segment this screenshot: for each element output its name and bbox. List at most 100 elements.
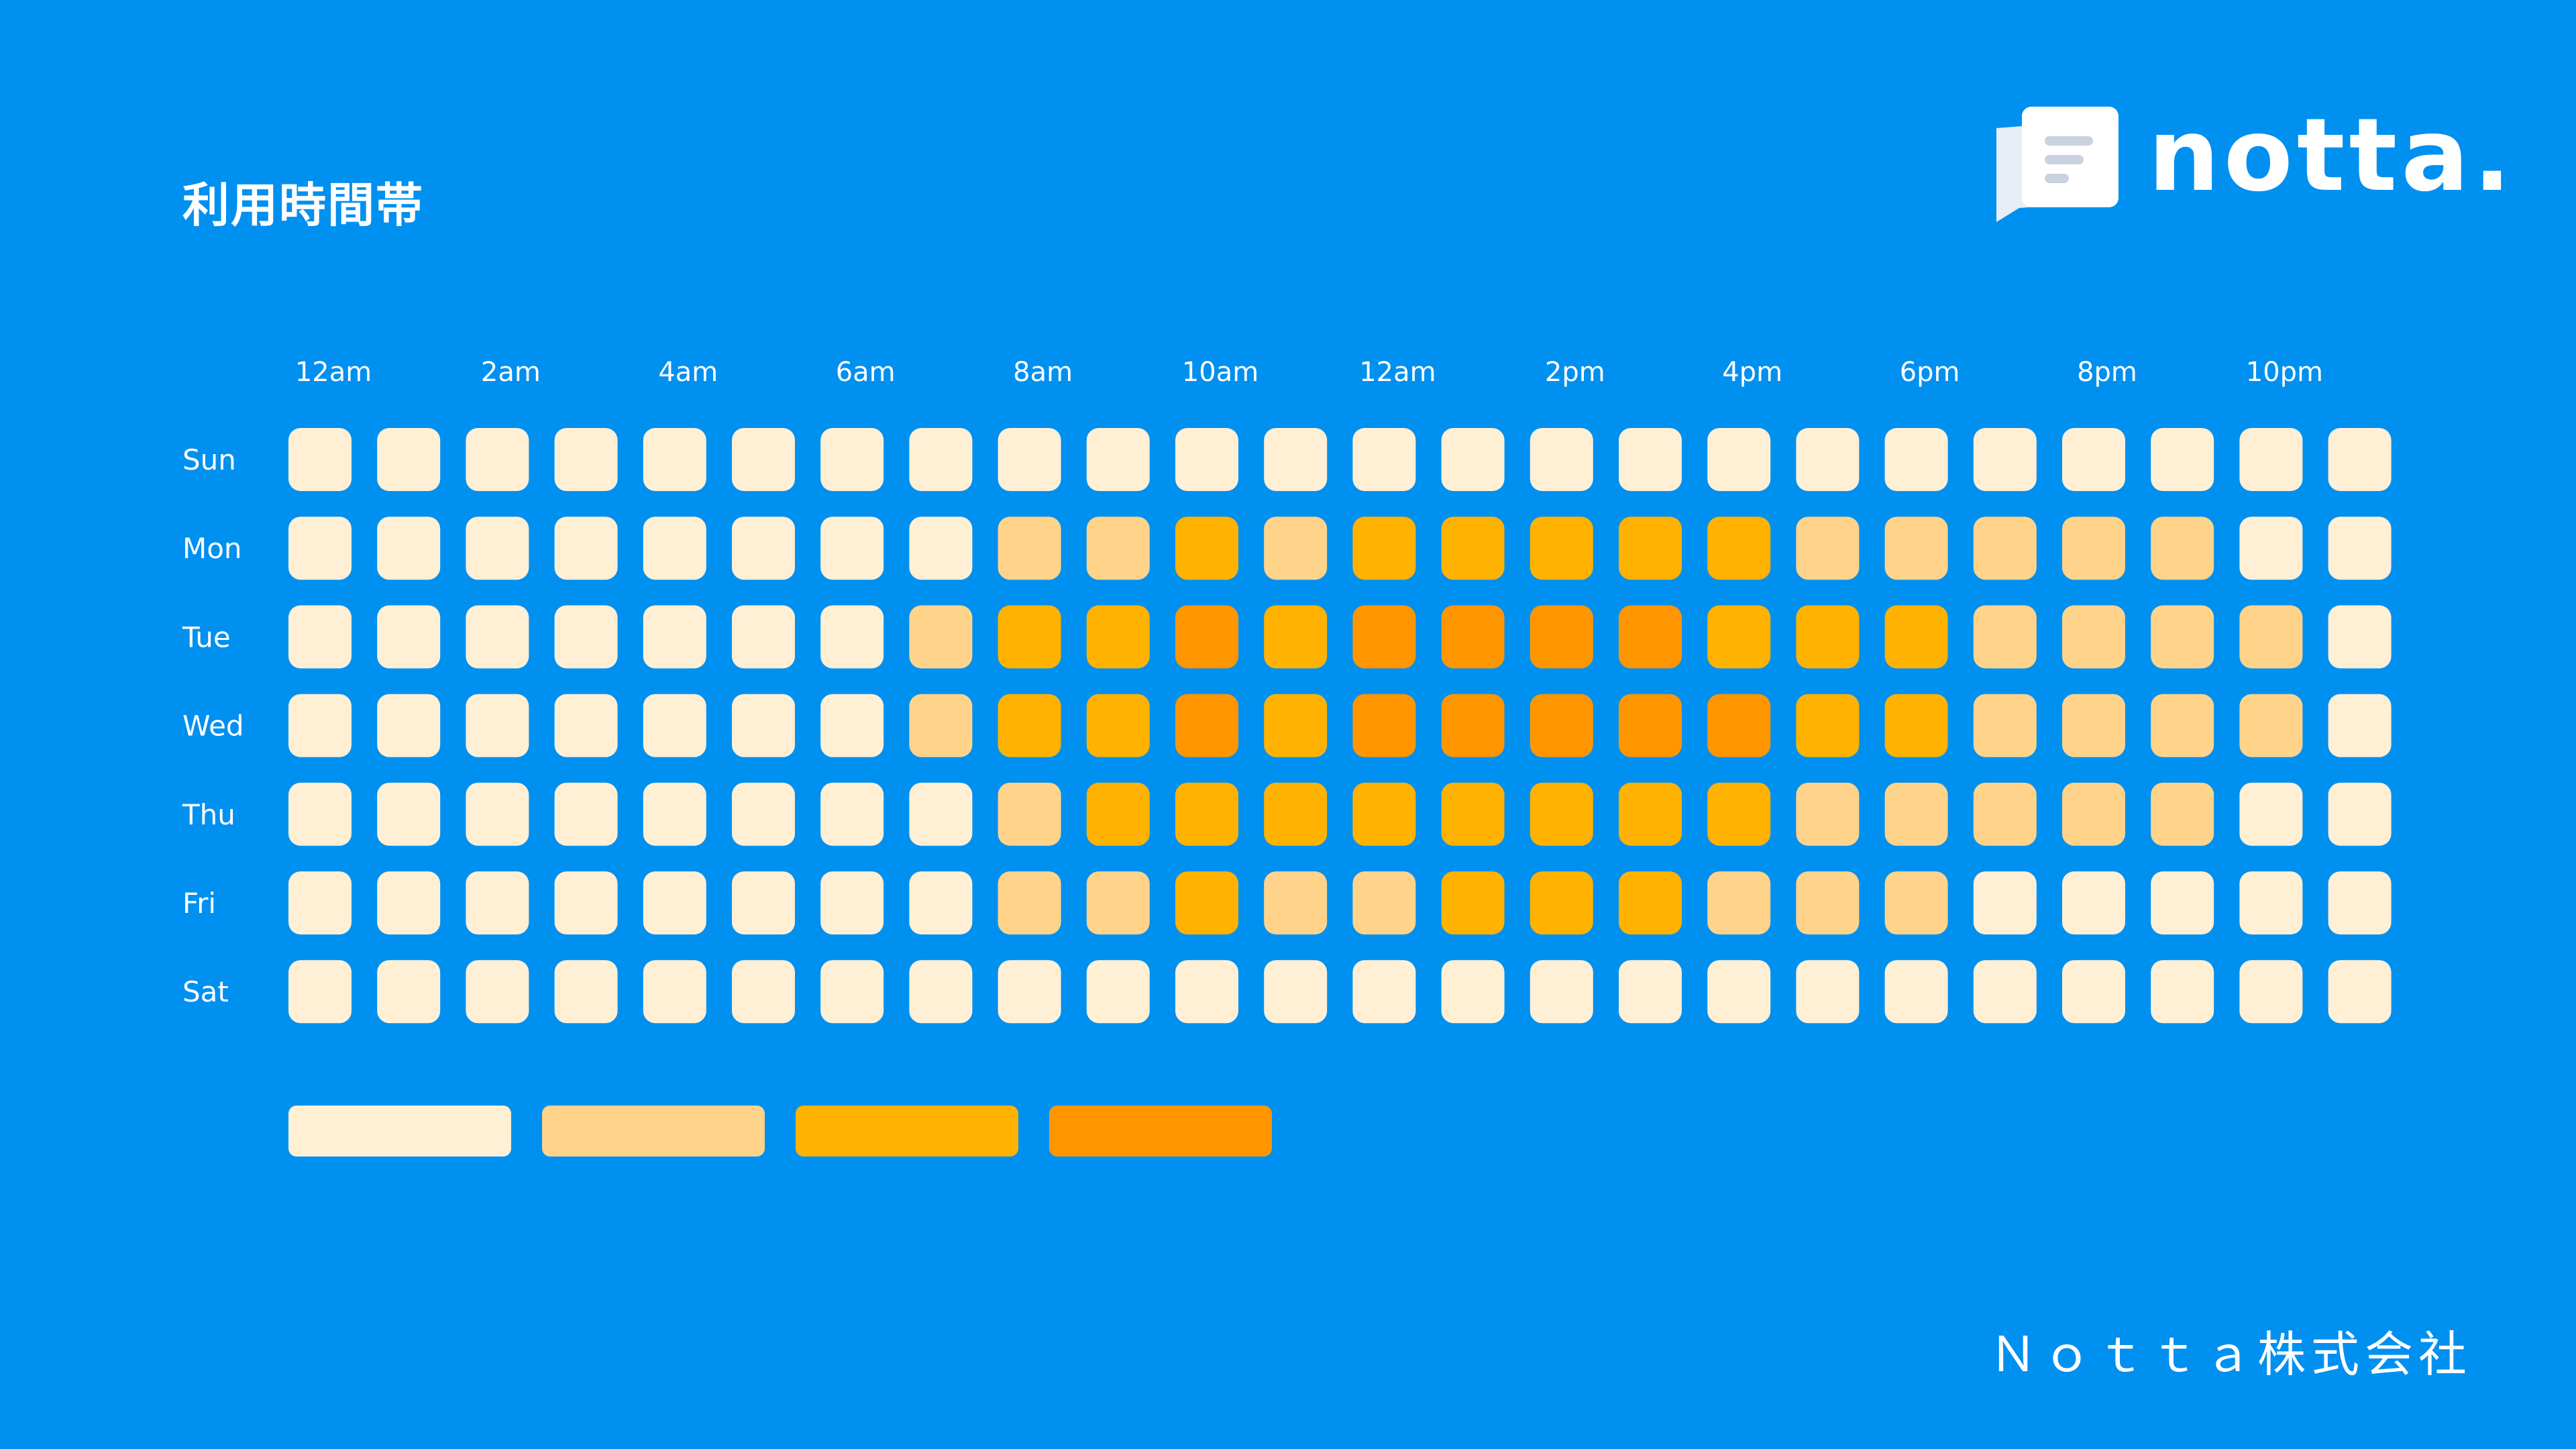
heatmap-cell	[2239, 517, 2303, 580]
heatmap-cell	[2239, 428, 2303, 491]
heatmap-cell	[998, 782, 1061, 846]
heatmap-cell	[732, 694, 795, 757]
heatmap-cell	[2239, 605, 2303, 669]
x-tick-label: 10am	[1182, 357, 1258, 388]
heatmap-cell	[643, 960, 706, 1024]
heatmap-cell	[377, 782, 441, 846]
heatmap-cell	[2328, 428, 2392, 491]
heatmap-cell	[1264, 428, 1328, 491]
day-label: Fri	[182, 887, 216, 920]
heatmap-cell	[466, 517, 529, 580]
heatmap-cell	[1796, 871, 1860, 934]
heatmap-cell	[732, 782, 795, 846]
heatmap-cell	[1973, 694, 2037, 757]
heatmap-cell	[377, 871, 441, 934]
heatmap-cell	[998, 605, 1061, 669]
heatmap-cell	[643, 605, 706, 669]
heatmap-cell	[643, 782, 706, 846]
x-tick-label: 2am	[481, 357, 541, 388]
heatmap-cell	[377, 960, 441, 1024]
heatmap-cell	[1086, 782, 1150, 846]
heatmap-cell	[2151, 960, 2214, 1024]
x-tick-label: 8am	[1013, 357, 1073, 388]
heatmap-cell	[998, 871, 1061, 934]
heatmap-cell	[1264, 605, 1328, 669]
heatmap-cell	[2151, 694, 2214, 757]
day-label: Thu	[182, 798, 235, 831]
heatmap-cell	[288, 517, 352, 580]
heatmap-cell	[1352, 960, 1416, 1024]
heatmap-cell	[2151, 428, 2214, 491]
heatmap-cell	[1884, 871, 1948, 934]
heatmap-cell	[643, 871, 706, 934]
heatmap-cell	[820, 428, 884, 491]
day-label: Mon	[182, 532, 242, 565]
x-tick-label: 8pm	[2077, 357, 2137, 388]
heatmap-cell	[643, 694, 706, 757]
x-tick-label: 2pm	[1545, 357, 1605, 388]
x-tick-label: 12am	[295, 357, 372, 388]
heatmap-cell	[1529, 517, 1593, 580]
heatmap-cell	[909, 960, 973, 1024]
heatmap-cell	[1707, 694, 1771, 757]
heatmap-cell	[1796, 517, 1860, 580]
heatmap-cell	[466, 782, 529, 846]
heatmap-cell	[1264, 694, 1328, 757]
heatmap-cell	[1264, 871, 1328, 934]
x-tick-label: 12am	[1359, 357, 1436, 388]
heatmap-cell	[732, 428, 795, 491]
heatmap-cell	[909, 871, 973, 934]
heatmap-cell	[820, 517, 884, 580]
heatmap-cell	[2151, 517, 2214, 580]
heatmap-cell	[2151, 605, 2214, 669]
heatmap-cell	[909, 605, 973, 669]
heatmap-cell	[998, 428, 1061, 491]
heatmap-cell	[909, 782, 973, 846]
heatmap-cell	[1352, 694, 1416, 757]
day-label: Wed	[182, 710, 244, 743]
heatmap-cell	[466, 605, 529, 669]
heatmap-cell	[2239, 871, 2303, 934]
heatmap-cell	[1175, 782, 1238, 846]
heatmap-cell	[1086, 960, 1150, 1024]
heatmap-cell	[2062, 960, 2125, 1024]
heatmap-cell	[820, 605, 884, 669]
heatmap-cell	[1619, 960, 1682, 1024]
heatmap-cell	[1529, 960, 1593, 1024]
heatmap-cell	[1796, 428, 1860, 491]
heatmap-cell	[2239, 782, 2303, 846]
heatmap-cell	[820, 960, 884, 1024]
heatmap-cell	[554, 694, 618, 757]
heatmap-cell	[1707, 517, 1771, 580]
heatmap-cell	[1973, 517, 2037, 580]
heatmap-cell	[643, 428, 706, 491]
heatmap-cell	[1441, 694, 1505, 757]
heatmap-cell	[2328, 871, 2392, 934]
heatmap-cell	[1175, 517, 1238, 580]
heatmap-cell	[1884, 694, 1948, 757]
heatmap-cell	[1441, 428, 1505, 491]
heatmap-cell	[1529, 605, 1593, 669]
heatmap-cell	[820, 694, 884, 757]
heatmap-cell	[732, 605, 795, 669]
x-tick-label: 6am	[836, 357, 896, 388]
legend-swatch	[542, 1106, 765, 1157]
heatmap-cell	[1352, 605, 1416, 669]
heatmap-cell	[1884, 605, 1948, 669]
heatmap-cell	[1529, 871, 1593, 934]
heatmap-cell	[1973, 428, 2037, 491]
heatmap-cell	[554, 605, 618, 669]
heatmap-cell	[288, 694, 352, 757]
heatmap-cell	[1707, 605, 1771, 669]
heatmap-cell	[2151, 782, 2214, 846]
heatmap-cell	[2062, 605, 2125, 669]
heatmap-cell	[1086, 605, 1150, 669]
heatmap-cell	[1441, 605, 1505, 669]
heatmap-cell	[466, 960, 529, 1024]
heatmap-cell	[1441, 871, 1505, 934]
heatmap-cell	[288, 605, 352, 669]
heatmap-cell	[2062, 428, 2125, 491]
heatmap-cell	[1619, 694, 1682, 757]
heatmap-cell	[2239, 960, 2303, 1024]
day-label: Sun	[182, 443, 236, 476]
